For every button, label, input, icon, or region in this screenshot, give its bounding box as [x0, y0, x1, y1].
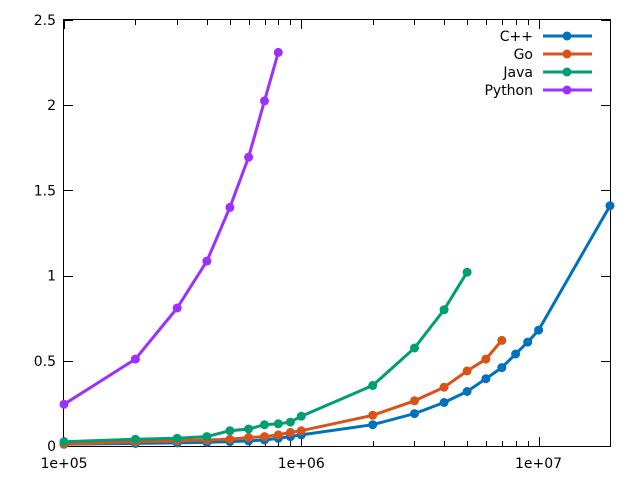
legend-swatch-marker: [562, 85, 572, 95]
data-point-java: [410, 343, 419, 353]
data-point-java: [202, 432, 212, 442]
data-point-go: [273, 430, 283, 440]
x-tick-label: 1e+06: [278, 456, 325, 472]
series-line-cpp: [63, 204, 612, 446]
data-point-java: [59, 437, 69, 447]
data-point-cpp: [605, 201, 615, 211]
legend-label: Java: [502, 65, 533, 81]
data-point-cpp: [534, 325, 544, 335]
legend: C++ Go Java Python: [484, 29, 592, 99]
data-point-python: [172, 303, 182, 313]
data-point-cpp: [439, 398, 449, 407]
y-tick-label: 1.5: [34, 183, 56, 199]
legend-swatch-marker: [562, 31, 572, 41]
data-point-cpp: [481, 374, 491, 384]
series-line-python: [63, 51, 280, 406]
legend-entry-go: Go: [514, 47, 592, 63]
plot-frame: [63, 19, 611, 447]
series-cpp: [59, 201, 615, 449]
data-point-go: [481, 354, 491, 364]
y-axis: 0 0.5 1 1.5 2 2.5: [34, 13, 610, 455]
legend-label: Go: [514, 47, 533, 63]
legend-entry-cpp: C++: [500, 29, 592, 45]
data-point-java: [172, 433, 182, 443]
data-point-cpp: [368, 420, 378, 430]
x-axis: 1e+05 1e+06 1e+07: [40, 20, 611, 472]
series-go: [59, 335, 507, 449]
data-point-go: [462, 366, 472, 376]
data-point-java: [273, 419, 283, 429]
data-point-go: [260, 432, 269, 442]
y-tick-label: 0: [47, 439, 56, 455]
series-java: [59, 267, 472, 447]
data-point-java: [260, 420, 269, 430]
data-point-go: [285, 427, 295, 437]
data-point-python: [260, 96, 269, 106]
y-tick-label: 0.5: [34, 354, 56, 370]
legend-entry-java: Java: [502, 65, 592, 81]
data-point-python: [273, 47, 283, 57]
series-layer: [59, 47, 615, 449]
data-point-java: [285, 417, 295, 427]
y-tick-label: 2.5: [34, 13, 56, 29]
data-point-go: [410, 396, 419, 406]
legend-label: Python: [484, 83, 533, 99]
legend-entry-python: Python: [484, 83, 592, 99]
data-point-java: [244, 424, 254, 434]
data-point-cpp: [462, 387, 472, 396]
data-point-go: [225, 434, 235, 444]
y-tick-label: 1: [47, 269, 56, 285]
legend-swatch-marker: [562, 49, 572, 59]
data-point-cpp: [410, 409, 419, 419]
data-point-go: [497, 335, 507, 345]
data-point-python: [59, 399, 69, 409]
data-point-python: [202, 256, 212, 266]
data-point-python: [130, 354, 140, 364]
data-point-go: [368, 410, 378, 420]
data-point-java: [296, 411, 306, 421]
series-line-java: [63, 271, 469, 444]
data-point-python: [244, 152, 254, 162]
series-line-go: [63, 339, 503, 446]
data-point-cpp: [497, 363, 507, 373]
series-python: [59, 47, 283, 409]
legend-swatch-marker: [562, 67, 572, 77]
data-point-go: [439, 382, 449, 392]
data-point-go: [244, 433, 254, 442]
data-point-python: [225, 202, 235, 212]
data-point-java: [225, 426, 235, 436]
x-tick-label: 1e+05: [40, 456, 87, 472]
y-tick-label: 2: [47, 98, 56, 114]
data-point-java: [439, 305, 449, 315]
data-point-cpp: [511, 349, 521, 359]
data-point-java: [462, 267, 472, 277]
data-point-go: [296, 426, 306, 436]
data-point-java: [368, 381, 378, 390]
legend-label: C++: [500, 29, 533, 45]
data-point-java: [130, 434, 140, 444]
data-point-cpp: [523, 337, 533, 347]
x-tick-label: 1e+07: [515, 456, 562, 472]
